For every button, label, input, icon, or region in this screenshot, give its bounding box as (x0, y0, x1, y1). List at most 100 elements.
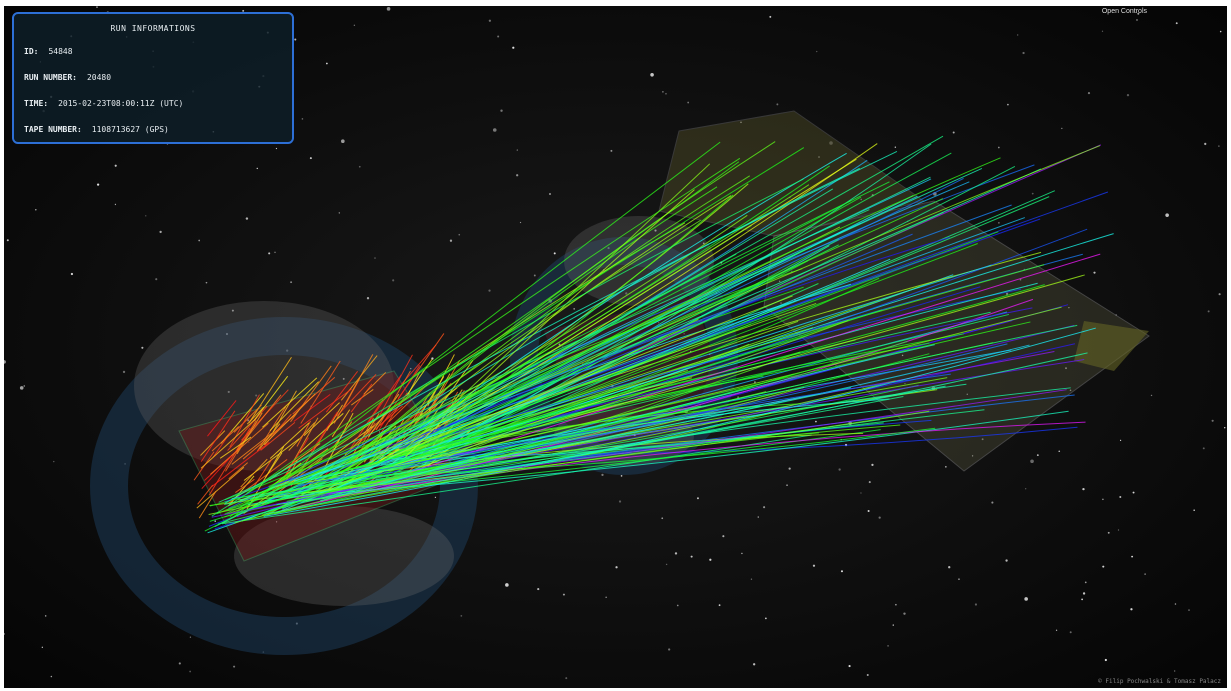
star (683, 333, 685, 335)
star (1030, 459, 1034, 464)
star (275, 521, 278, 523)
star (958, 578, 960, 580)
star (519, 221, 522, 224)
track (248, 356, 292, 423)
star (952, 131, 955, 134)
star (242, 9, 245, 12)
star (268, 252, 271, 255)
track (224, 405, 761, 506)
star (512, 46, 515, 49)
star (871, 463, 874, 467)
panel-title: RUN INFORMATIONS (110, 24, 196, 33)
track (294, 258, 891, 482)
track (289, 204, 1012, 482)
star (818, 156, 820, 158)
star (763, 506, 766, 509)
track (253, 375, 289, 422)
star (159, 230, 162, 234)
star (1082, 592, 1086, 595)
star (1025, 488, 1027, 490)
track (260, 422, 296, 451)
track (276, 352, 1088, 506)
track (272, 390, 297, 433)
track (231, 387, 852, 500)
star (1107, 531, 1110, 534)
star (122, 370, 126, 374)
star (1058, 450, 1061, 453)
track (415, 302, 817, 445)
star (1224, 427, 1226, 429)
open-controls[interactable]: Open Controls (1101, 8, 1147, 15)
star (620, 475, 623, 477)
star (1219, 30, 1222, 33)
star (1069, 389, 1072, 391)
track (333, 246, 812, 472)
track (246, 157, 741, 494)
star (1036, 454, 1039, 456)
star (618, 500, 622, 503)
track (300, 360, 341, 424)
star (505, 583, 509, 587)
track (259, 423, 281, 450)
star (516, 149, 518, 151)
star (96, 6, 98, 8)
star (868, 481, 871, 484)
star (974, 603, 978, 606)
star (1016, 34, 1019, 36)
star (562, 593, 565, 596)
track (296, 373, 951, 487)
credit: © Filip Pochwalski & Tomasz Palacz (1098, 678, 1221, 685)
track (269, 422, 310, 459)
star (1055, 629, 1058, 631)
star (696, 497, 699, 500)
info-value: 1108713627 (GPS) (91, 125, 169, 134)
star (945, 466, 947, 468)
track (281, 383, 967, 496)
star (309, 157, 312, 160)
star (1150, 394, 1153, 397)
track (208, 427, 251, 496)
track (388, 384, 428, 422)
track (386, 264, 1045, 455)
star (255, 394, 258, 397)
star (1031, 192, 1034, 195)
star (741, 552, 743, 555)
track (211, 426, 240, 452)
info-label: RUN NUMBER: (24, 73, 77, 82)
star (1207, 310, 1210, 313)
star (1101, 30, 1104, 32)
star (1165, 213, 1169, 217)
star (145, 215, 147, 217)
track (221, 434, 812, 525)
star (1102, 498, 1104, 501)
star (247, 419, 250, 422)
star (894, 146, 897, 148)
star (53, 460, 55, 463)
star (1202, 447, 1205, 450)
calorimeter (1074, 321, 1149, 371)
track (240, 458, 268, 488)
star (779, 302, 783, 305)
track (233, 404, 262, 433)
star (294, 38, 297, 41)
star (189, 636, 192, 638)
track (293, 393, 331, 422)
star (1068, 306, 1070, 309)
star (342, 377, 345, 380)
star (227, 390, 230, 394)
star (214, 520, 216, 522)
info-label: ID: (24, 47, 39, 56)
star (764, 617, 767, 620)
track (325, 427, 936, 478)
star (892, 624, 894, 626)
star (549, 193, 551, 195)
star (786, 484, 788, 486)
star (658, 322, 660, 324)
star (998, 222, 1000, 224)
star (1022, 51, 1025, 55)
star (971, 455, 974, 457)
star (668, 648, 671, 651)
star (1087, 92, 1091, 95)
track (207, 400, 237, 437)
track (293, 214, 748, 485)
